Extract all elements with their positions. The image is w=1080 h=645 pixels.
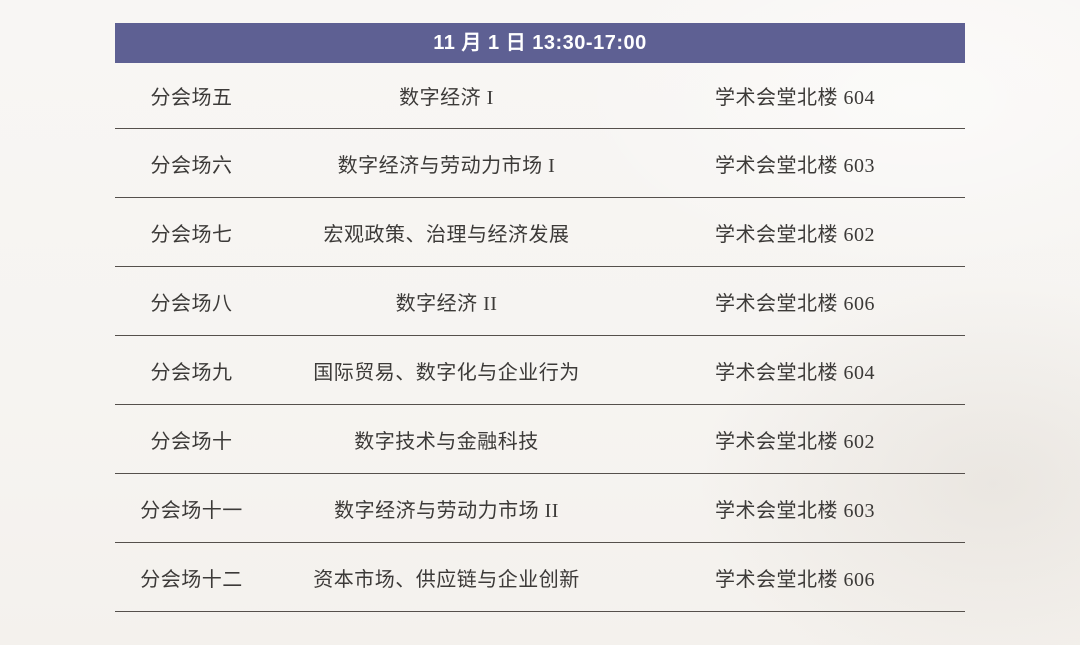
- table-row: 分会场六 数字经济与劳动力市场 I 学术会堂北楼 603: [115, 129, 965, 198]
- session-topic: 数字经济与劳动力市场 I: [337, 154, 556, 177]
- session-location: 学术会堂北楼 602: [715, 223, 875, 246]
- session-location: 学术会堂北楼 606: [715, 568, 875, 591]
- session-topic: 国际贸易、数字化与企业行为: [313, 361, 580, 384]
- session-name: 分会场十二: [140, 568, 243, 591]
- session-name: 分会场八: [150, 292, 233, 315]
- session-name: 分会场五: [150, 87, 233, 109]
- table-row: 分会场七 宏观政策、治理与经济发展 学术会堂北楼 602: [115, 198, 965, 267]
- session-location: 学术会堂北楼 603: [715, 154, 875, 177]
- session-name: 分会场十: [150, 430, 233, 453]
- session-location: 学术会堂北楼 606: [715, 292, 875, 315]
- session-topic: 数字经济与劳动力市场 II: [334, 499, 559, 522]
- session-name: 分会场七: [150, 223, 233, 246]
- session-topic: 数字技术与金融科技: [354, 430, 539, 453]
- table-row: 分会场八 数字经济 II 学术会堂北楼 606: [115, 267, 965, 336]
- schedule-date-header: 11 月 1 日 13:30-17:00: [115, 23, 965, 63]
- schedule-table: 11 月 1 日 13:30-17:00 分会场五 数字经济 I 学术会堂北楼 …: [115, 23, 965, 612]
- session-location: 学术会堂北楼 603: [715, 499, 875, 522]
- session-location: 学术会堂北楼 604: [715, 361, 875, 384]
- table-row: 分会场十一 数字经济与劳动力市场 II 学术会堂北楼 603: [115, 474, 965, 543]
- table-row: 分会场十二 资本市场、供应链与企业创新 学术会堂北楼 606: [115, 543, 965, 612]
- table-row: 分会场五 数字经济 I 学术会堂北楼 604: [115, 63, 965, 129]
- session-name: 分会场十一: [140, 499, 243, 522]
- session-topic: 资本市场、供应链与企业创新: [313, 568, 580, 591]
- table-row: 分会场九 国际贸易、数字化与企业行为 学术会堂北楼 604: [115, 336, 965, 405]
- session-name: 分会场六: [150, 154, 233, 177]
- session-location: 学术会堂北楼 602: [715, 430, 875, 453]
- session-topic: 数字经济 II: [395, 292, 498, 315]
- session-topic: 数字经济 I: [399, 87, 494, 109]
- session-name: 分会场九: [150, 361, 233, 384]
- session-topic: 宏观政策、治理与经济发展: [323, 223, 570, 246]
- table-row: 分会场十 数字技术与金融科技 学术会堂北楼 602: [115, 405, 965, 474]
- schedule-rows: 分会场五 数字经济 I 学术会堂北楼 604 分会场六 数字经济与劳动力市场 I…: [115, 63, 965, 612]
- session-location: 学术会堂北楼 604: [715, 87, 875, 109]
